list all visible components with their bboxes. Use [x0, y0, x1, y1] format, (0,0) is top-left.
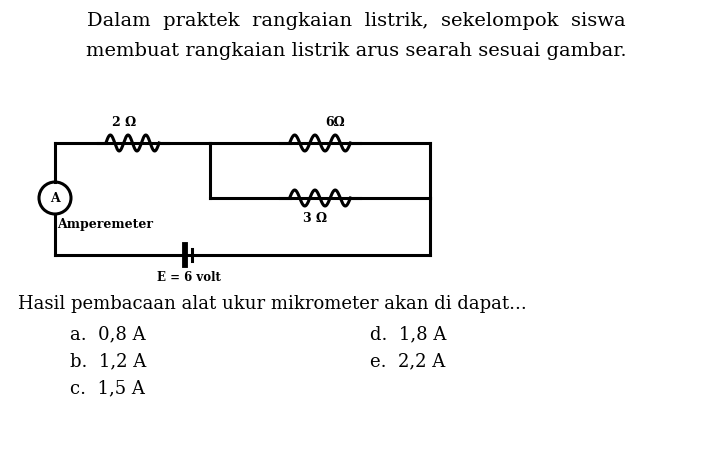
Text: e.  2,2 A: e. 2,2 A	[370, 352, 445, 370]
Text: a.  0,8 A: a. 0,8 A	[70, 325, 145, 343]
Text: 6Ω: 6Ω	[325, 116, 345, 129]
Text: Hasil pembacaan alat ukur mikrometer akan di dapat...: Hasil pembacaan alat ukur mikrometer aka…	[18, 295, 527, 313]
Text: E = 6 volt: E = 6 volt	[157, 271, 220, 284]
Text: 2 Ω: 2 Ω	[113, 116, 137, 129]
Text: A: A	[50, 192, 60, 204]
Text: membuat rangkaian listrik arus searah sesuai gambar.: membuat rangkaian listrik arus searah se…	[86, 42, 626, 60]
Text: 3 Ω: 3 Ω	[303, 212, 327, 225]
Text: Amperemeter: Amperemeter	[57, 218, 153, 231]
Text: d.  1,8 A: d. 1,8 A	[370, 325, 446, 343]
Text: Dalam  praktek  rangkaian  listrik,  sekelompok  siswa: Dalam praktek rangkaian listrik, sekelom…	[87, 12, 625, 30]
Text: b.  1,2 A: b. 1,2 A	[70, 352, 146, 370]
Text: c.  1,5 A: c. 1,5 A	[70, 379, 145, 397]
